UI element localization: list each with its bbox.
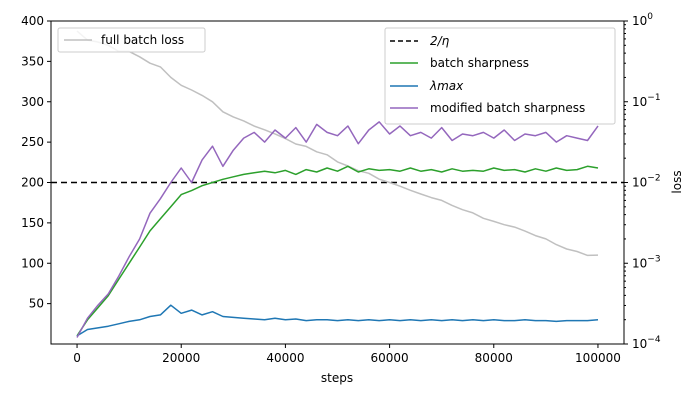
x-tick-label: 100000 xyxy=(575,351,621,365)
y-left-tick-label: 350 xyxy=(21,54,44,68)
y-right-tick-label: 10−3 xyxy=(632,254,661,270)
legend-left-box xyxy=(57,27,206,53)
series-line-lambda-max xyxy=(76,304,599,337)
series-line-full-batch-loss xyxy=(76,30,599,257)
legend-right-box xyxy=(384,27,616,125)
legend-label-2-over-eta: 2/η xyxy=(430,34,450,48)
series-line-modified-batch-sharpness xyxy=(76,121,599,338)
legend-label-modified-batch-sharpness: modified batch sharpness xyxy=(430,101,585,115)
y-left-tick-label: 50 xyxy=(29,297,44,311)
x-tick-label: 0 xyxy=(73,351,81,365)
legend-label-lambda-max: λmax xyxy=(429,79,464,93)
y-left-tick-label: 400 xyxy=(21,14,44,28)
y-left-tick-label: 200 xyxy=(21,176,44,190)
x-tick-label: 20000 xyxy=(162,351,200,365)
x-tick-label: 40000 xyxy=(266,351,304,365)
y-right-tick-label: 100 xyxy=(632,12,653,28)
y-left-tick-label: 150 xyxy=(21,216,44,230)
x-axis-label: steps xyxy=(321,371,353,385)
legend-label-batch-sharpness: batch sharpness xyxy=(430,56,529,70)
y-left-tick-label: 300 xyxy=(21,95,44,109)
y-right-tick-label: 10−4 xyxy=(632,335,661,351)
x-tick-label: 60000 xyxy=(370,351,408,365)
legend-label-full-batch-loss: full batch loss xyxy=(101,33,184,47)
y-right-tick-label: 10−2 xyxy=(632,174,661,190)
y-right-tick-label: 10−1 xyxy=(632,93,661,109)
x-tick-label: 80000 xyxy=(475,351,513,365)
y-left-tick-label: 250 xyxy=(21,135,44,149)
series-line-batch-sharpness xyxy=(76,165,599,337)
y-axis-right-label: loss xyxy=(670,170,684,193)
legend-right: 2/η batch sharpness λmax modified batch … xyxy=(384,27,616,125)
legend-left: full batch loss xyxy=(57,27,206,53)
y-left-tick-label: 100 xyxy=(21,256,44,270)
